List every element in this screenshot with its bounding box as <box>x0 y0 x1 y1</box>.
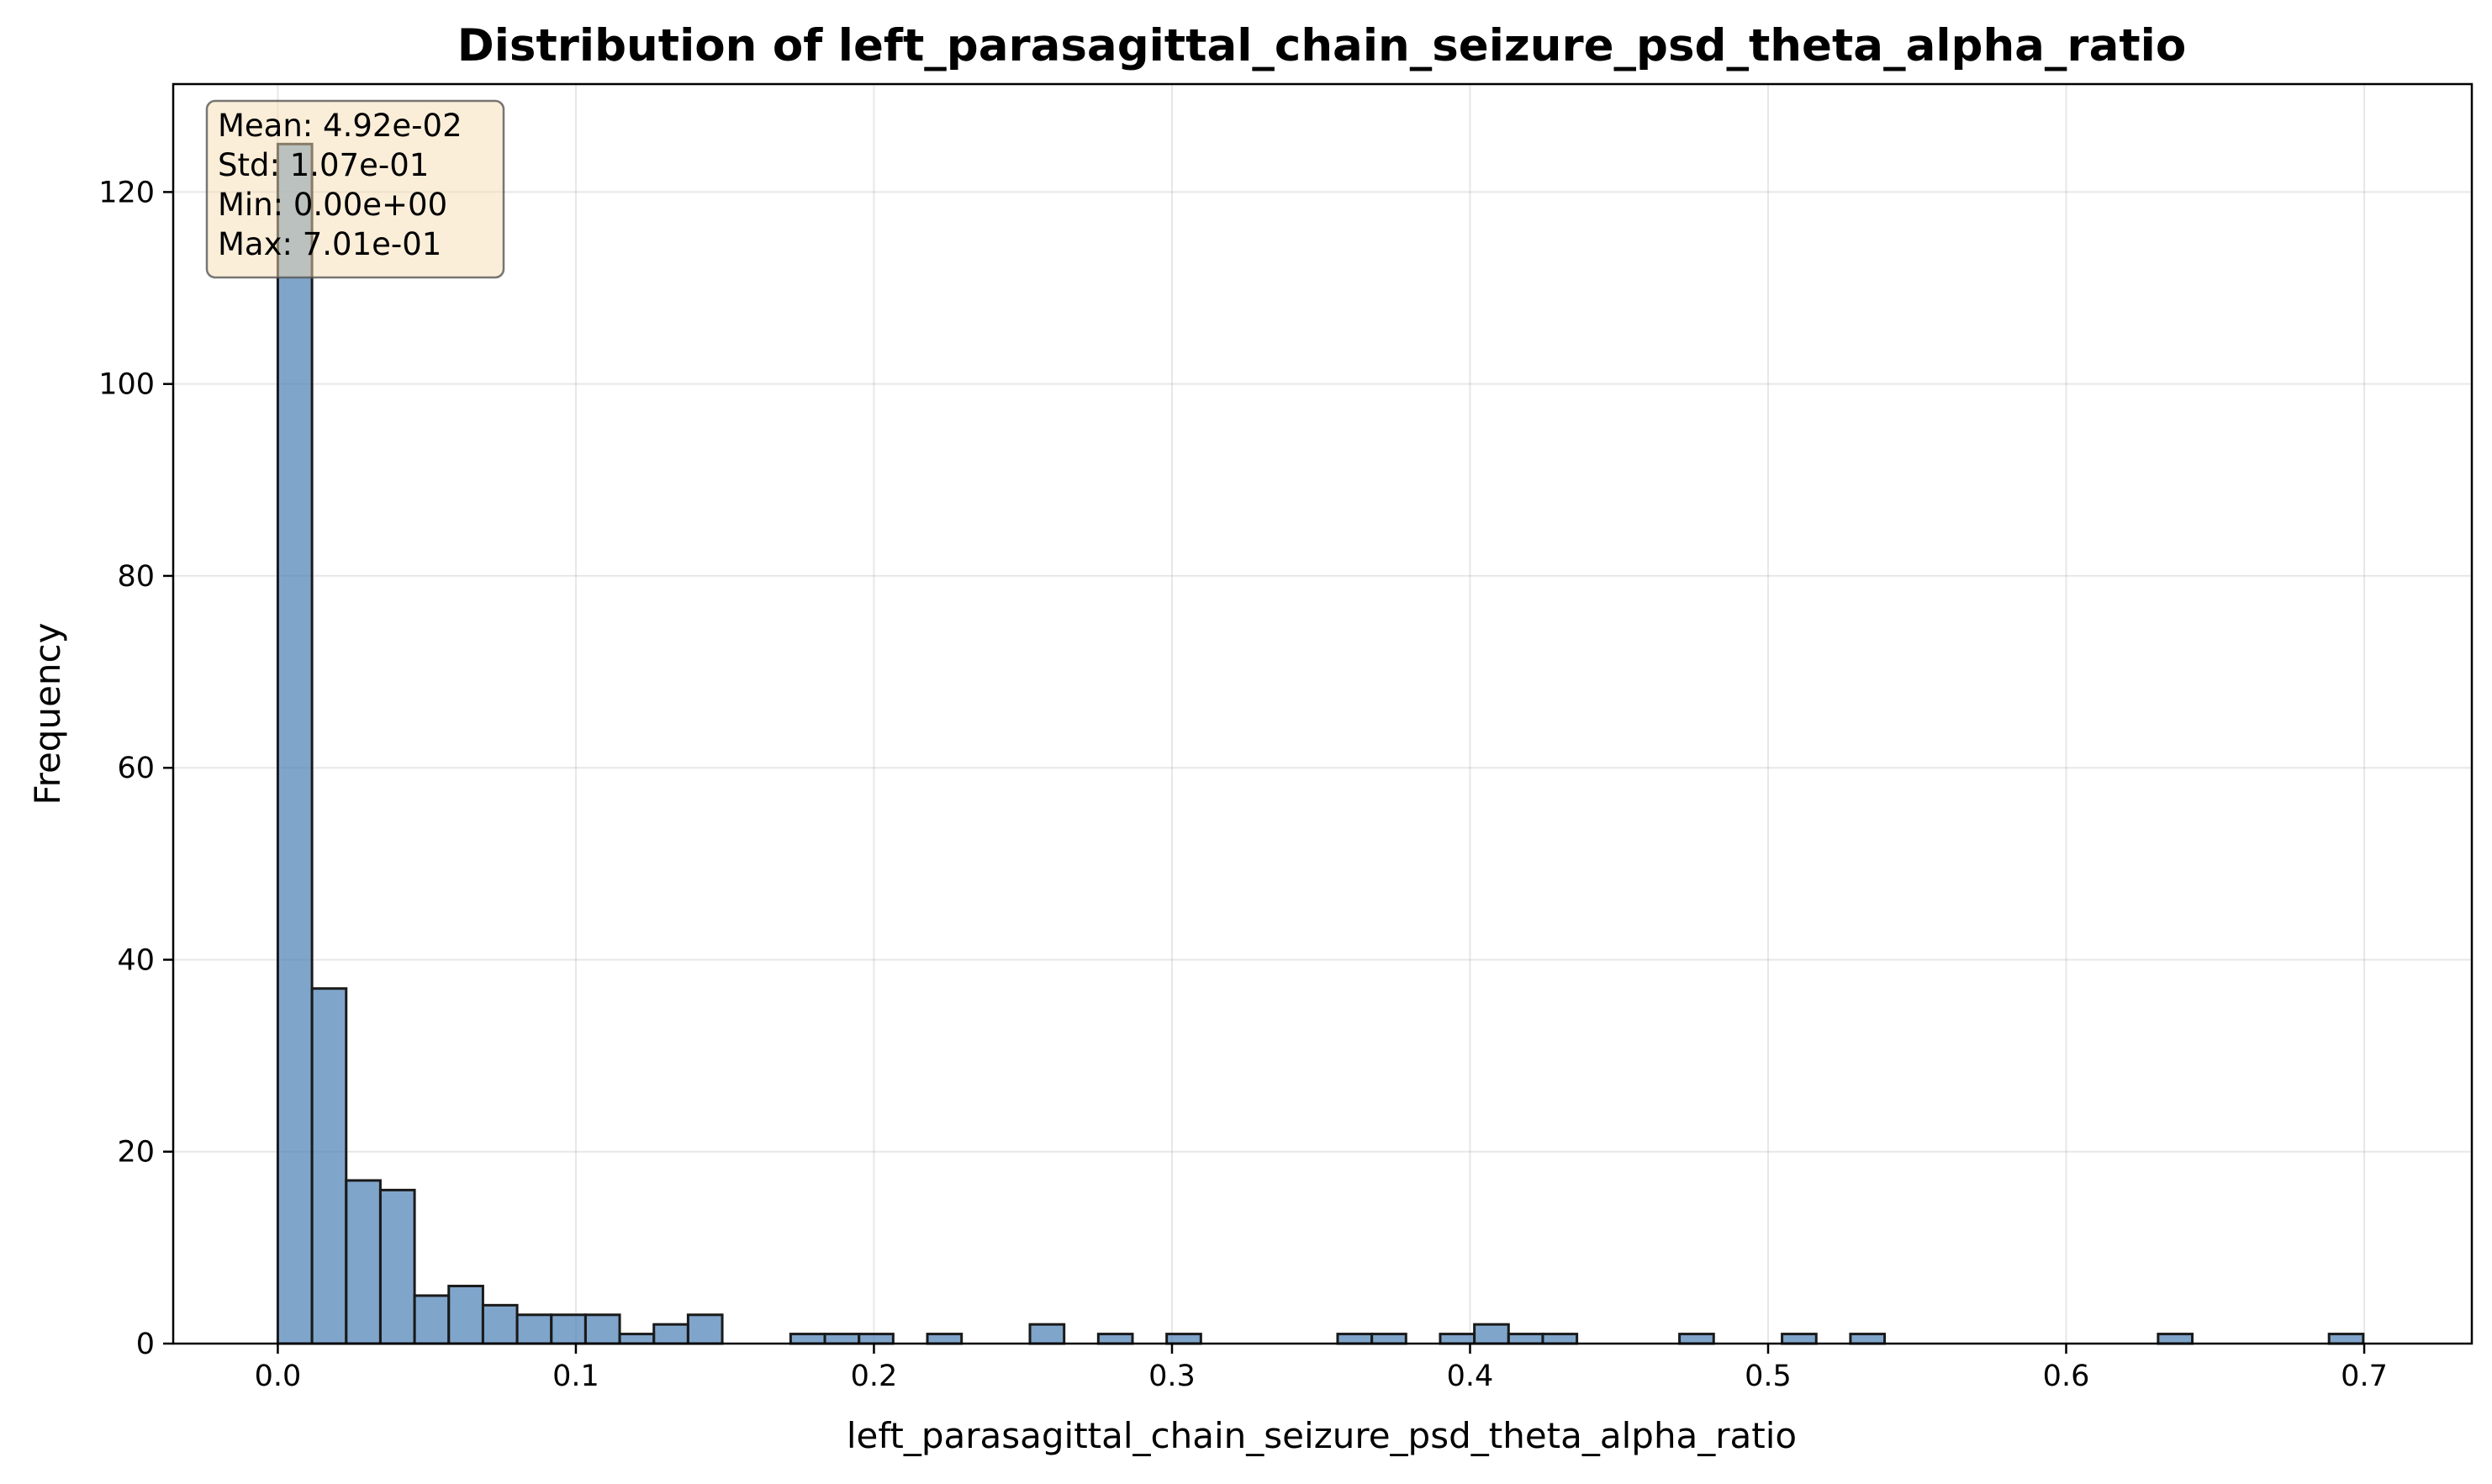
histogram-bar <box>1165 1333 1202 1345</box>
histogram-bar <box>1336 1333 1374 1345</box>
histogram-bar <box>1849 1333 1887 1345</box>
y-axis-label: Frequency <box>27 623 68 805</box>
y-tick-label: 0 <box>136 1328 155 1361</box>
histogram-bar <box>926 1333 964 1345</box>
histogram-bar <box>276 142 314 1345</box>
histogram-bar <box>378 1188 416 1345</box>
x-tick-label: 0.7 <box>2341 1360 2388 1393</box>
histogram-bar <box>1439 1333 1476 1345</box>
y-tick-label: 120 <box>98 176 155 209</box>
histogram-bar <box>550 1313 587 1345</box>
histogram-bar <box>1781 1333 1818 1345</box>
plot-frame <box>172 82 2474 1345</box>
stats-mean: Mean: 4.92e-02 <box>218 108 462 144</box>
x-tick-label: 0.5 <box>1745 1360 1792 1393</box>
x-tick-label: 0.2 <box>851 1360 898 1393</box>
histogram-bar <box>1028 1323 1066 1345</box>
histogram-bar <box>2327 1333 2365 1345</box>
y-tick-label: 60 <box>117 752 155 785</box>
stats-box: Mean: 4.92e-02 Std: 1.07e-01 Min: 0.00e+… <box>205 99 505 279</box>
histogram-bar <box>515 1313 553 1345</box>
stats-box-background <box>205 99 505 279</box>
histogram-bar <box>481 1303 519 1345</box>
x-tick-label: 0.4 <box>1447 1360 1494 1393</box>
histogram-bar <box>823 1333 861 1345</box>
x-tick-label: 0.1 <box>552 1360 599 1393</box>
histogram-bar <box>1541 1333 1579 1345</box>
histogram-bar <box>447 1285 484 1345</box>
chart-title: Distribution of left_parasagittal_chain_… <box>457 20 2187 71</box>
x-tick-label: 0.6 <box>2043 1360 2090 1393</box>
histogram-bar <box>1678 1333 1715 1345</box>
stats-std: Std: 1.07e-01 <box>218 147 429 183</box>
histogram-bar <box>1507 1333 1544 1345</box>
x-tick-label: 0.0 <box>255 1360 302 1393</box>
histogram-bar <box>2157 1333 2194 1345</box>
x-tick-label: 0.3 <box>1148 1360 1196 1393</box>
y-axis-ticks: 0 20 40 60 80 100 120 <box>98 176 173 1361</box>
stats-max: Max: 7.01e-01 <box>218 226 441 262</box>
histogram-bar <box>652 1323 689 1345</box>
x-axis-ticks: 0.0 0.1 0.2 0.3 0.4 0.5 0.6 0.7 <box>255 1344 2388 1393</box>
histogram-bar <box>583 1313 621 1345</box>
histogram-bar <box>858 1333 895 1345</box>
x-axis-label: left_parasagittal_chain_seizure_psd_thet… <box>847 1415 1797 1456</box>
y-tick-label: 80 <box>117 560 155 594</box>
histogram-bar <box>789 1333 826 1345</box>
y-tick-label: 20 <box>117 1136 155 1170</box>
histogram-bar <box>1473 1323 1510 1345</box>
histogram-bar <box>686 1313 724 1345</box>
y-tick-label: 100 <box>98 368 155 402</box>
stats-min: Min: 0.00e+00 <box>218 187 447 223</box>
histogram-bar <box>413 1294 451 1345</box>
histogram-bar <box>310 987 348 1345</box>
histogram-bar <box>1370 1333 1407 1345</box>
y-tick-label: 40 <box>117 943 155 977</box>
histogram-bar <box>1096 1333 1134 1345</box>
histogram-bar <box>618 1333 656 1345</box>
histogram-bar <box>345 1179 382 1345</box>
